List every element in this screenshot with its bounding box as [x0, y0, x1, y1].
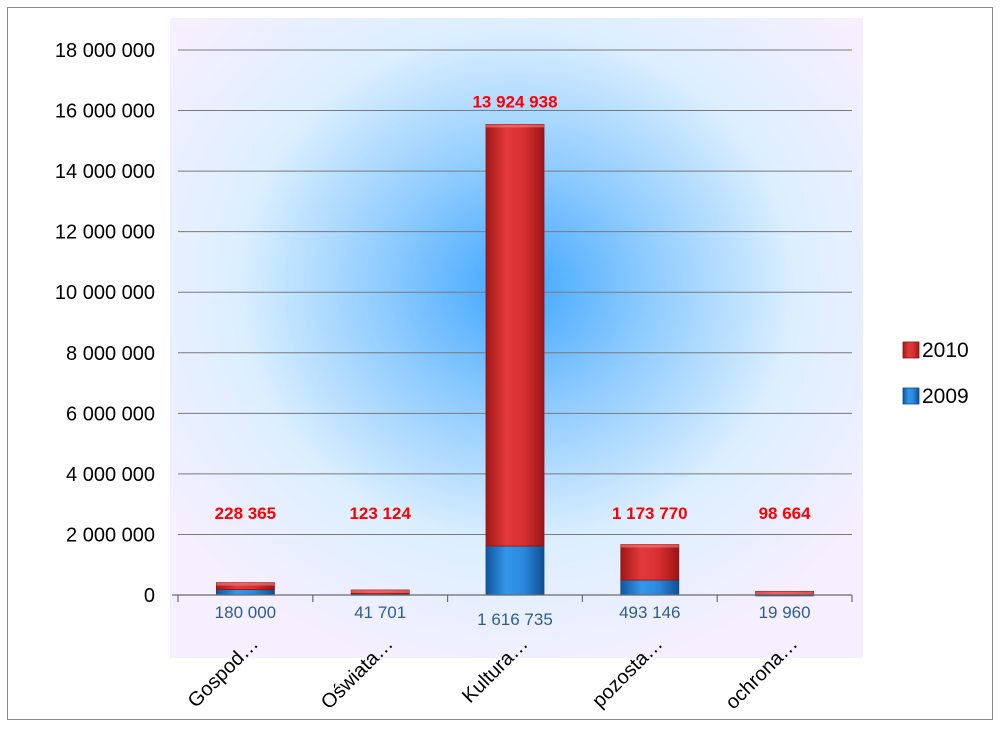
data-label-2009: 180 000: [215, 603, 276, 622]
data-label-2009: 19 960: [759, 603, 811, 622]
bar-2009-1: [215, 589, 275, 596]
data-label-2010: 1 173 770: [612, 504, 688, 523]
legend-label-2009: 2009: [922, 385, 969, 408]
bar-2010-top-highlight: [620, 544, 679, 548]
y-axis-tick-labels: 0 2 000 000 4 000 000 6 000 000 8 000 000 10 …: [55, 40, 155, 607]
data-label-2010: 98 664: [759, 504, 812, 523]
bar-2010-top-highlight: [755, 591, 814, 595]
y-tick-label: 14 000 000: [55, 161, 155, 183]
bar-2010-4: [620, 544, 680, 581]
bars: [215, 124, 814, 597]
data-label-2010: 228 365: [215, 504, 276, 523]
bar-2009-3: [485, 545, 545, 596]
y-tick-label: 18 000 000: [55, 40, 155, 62]
legend-swatch-2010: [902, 341, 920, 359]
data-label-2009: 41 701: [354, 603, 406, 622]
data-labels: 228 365 180 000 123 124 41 701 13 924 938 1 6…: [215, 92, 811, 629]
y-tick-label: 2 000 000: [66, 524, 155, 546]
bar-2010-top-highlight: [351, 590, 410, 594]
bar-2010-top-highlight: [486, 124, 544, 128]
y-tick-label: 6 000 000: [66, 403, 155, 425]
y-tick-label: 8 000 000: [66, 343, 155, 365]
y-tick-label: 4 000 000: [66, 464, 155, 486]
data-label-2009: 1 616 735: [477, 610, 553, 629]
legend-swatch-2009: [902, 387, 920, 405]
y-tick-label: 10 000 000: [55, 282, 155, 304]
legend: 2010 2009: [902, 339, 969, 408]
bar-2010-3: [485, 124, 545, 547]
y-tick-label: 12 000 000: [55, 222, 155, 244]
bar-2010-top-highlight: [216, 582, 275, 586]
x-axis: [172, 594, 853, 602]
data-label-2010: 13 924 938: [472, 92, 557, 111]
y-tick-label: 16 000 000: [55, 101, 155, 123]
legend-label-2010: 2010: [922, 339, 969, 362]
data-label-2009: 493 146: [619, 603, 680, 622]
data-label-2010: 123 124: [349, 504, 411, 523]
y-tick-label: 0: [144, 585, 155, 607]
bar-2009-4: [620, 579, 680, 596]
